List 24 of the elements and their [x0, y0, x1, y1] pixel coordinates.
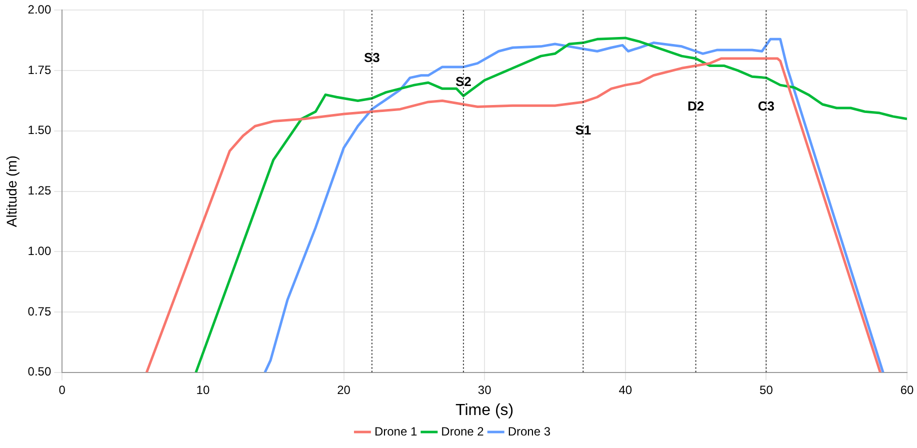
legend-label: Drone 3	[508, 424, 551, 438]
x-tick-label: 40	[618, 382, 632, 397]
y-tick-label: 0.75	[28, 304, 52, 318]
annotation: S1	[575, 122, 592, 138]
annotation: C3	[758, 98, 775, 114]
legend-label: Drone 1	[374, 424, 418, 438]
y-tick-label: 1.50	[28, 123, 52, 138]
annotation: S2	[456, 74, 472, 90]
x-tick-label: 10	[196, 382, 210, 397]
y-axis-title: Altitude (m)	[3, 156, 20, 228]
y-tick-label: 1.75	[28, 62, 52, 77]
legend-label: Drone 2	[441, 424, 484, 438]
x-tick-label: 30	[478, 382, 492, 397]
x-tick-label: 50	[760, 382, 774, 397]
x-tick-label: 0	[58, 382, 66, 397]
x-axis-title: Time (s)	[456, 402, 514, 419]
y-tick-label: 1.25	[28, 184, 52, 198]
y-tick-label: 2.00	[28, 2, 52, 17]
y-tick-label: 1.00	[28, 244, 52, 258]
y-tick-label: 0.50	[28, 364, 52, 379]
x-tick-label: 20	[337, 382, 351, 397]
annotation: S3	[364, 50, 380, 66]
x-tick-label: 60	[900, 382, 914, 397]
annotation: D2	[687, 98, 704, 114]
